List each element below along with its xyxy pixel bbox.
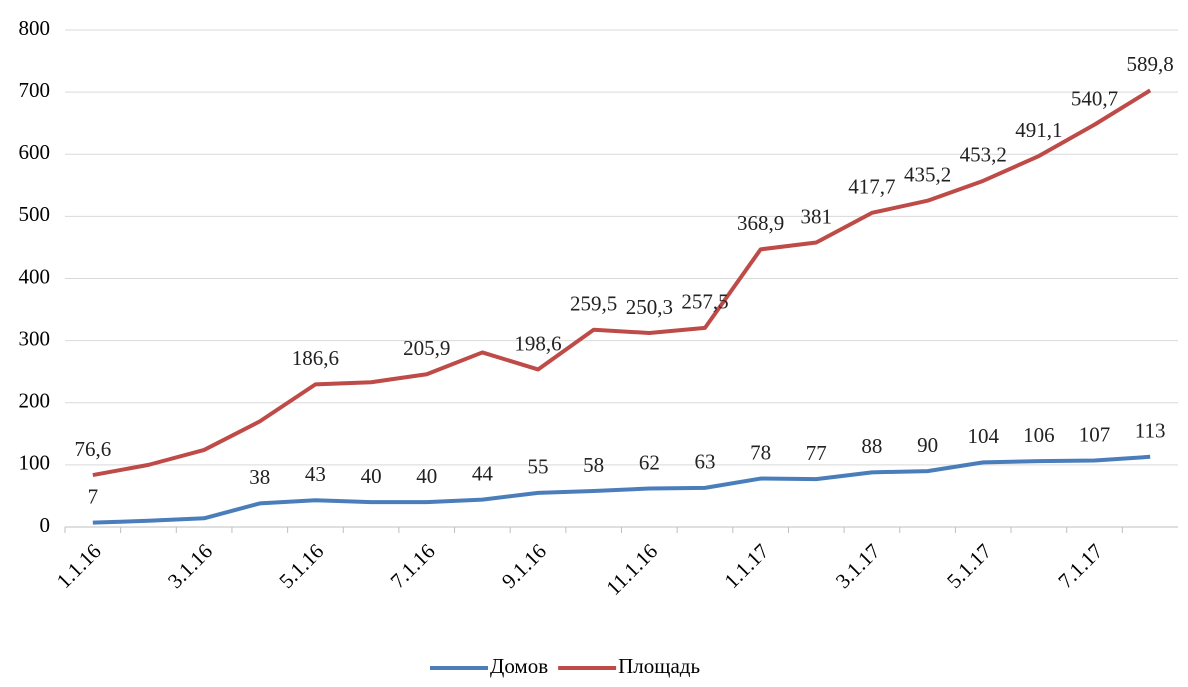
data-label: 78	[750, 440, 771, 464]
y-tick-label: 800	[19, 16, 51, 40]
y-tick-label: 600	[19, 140, 51, 164]
data-label: 435,2	[904, 163, 951, 187]
data-label: 43	[305, 462, 326, 486]
x-tick-label: 9.1.16	[497, 539, 551, 593]
data-label: 106	[1023, 423, 1055, 447]
y-tick-label: 500	[19, 202, 51, 226]
data-label: 55	[528, 455, 549, 479]
data-label: 77	[806, 441, 827, 465]
data-label: 589,8	[1127, 52, 1174, 76]
x-tick-label: 3.1.16	[163, 539, 217, 593]
data-label: 90	[917, 433, 938, 457]
x-tick-label: 7.1.17	[1053, 539, 1107, 593]
x-tick-label: 5.1.16	[274, 539, 328, 593]
data-label: 417,7	[848, 175, 895, 199]
data-label: 44	[472, 461, 494, 485]
data-label: 250,3	[626, 295, 673, 319]
y-tick-label: 300	[19, 326, 51, 350]
x-tick-label: 7.1.16	[386, 539, 440, 593]
y-tick-label: 0	[40, 513, 51, 537]
x-tick-label: 11.1.16	[601, 539, 662, 600]
y-tick-label: 200	[19, 389, 51, 413]
data-label: 104	[967, 424, 999, 448]
data-label: 205,9	[403, 336, 450, 360]
data-label: 63	[694, 450, 715, 474]
y-tick-label: 400	[19, 264, 51, 288]
data-label: 7	[88, 484, 99, 508]
data-label: 76,6	[74, 437, 111, 461]
data-label: 113	[1135, 419, 1166, 443]
data-label: 186,6	[292, 346, 339, 370]
x-tick-label: 5.1.17	[942, 539, 996, 593]
data-label: 381	[801, 204, 833, 228]
series-line	[92, 454, 1151, 525]
y-tick-label: 700	[19, 78, 51, 102]
data-label: 368,9	[737, 211, 784, 235]
data-label: 40	[416, 464, 437, 488]
x-tick-label: 1.1.16	[52, 539, 106, 593]
legend-label: Площадь	[618, 654, 700, 678]
data-label: 58	[583, 453, 604, 477]
data-label: 62	[639, 450, 660, 474]
data-label: 453,2	[960, 143, 1007, 167]
data-label: 198,6	[514, 331, 561, 355]
series-line	[92, 88, 1152, 478]
data-label: 107	[1079, 422, 1111, 446]
data-label: 40	[361, 464, 382, 488]
data-label: 491,1	[1015, 118, 1062, 142]
x-tick-label: 1.1.17	[719, 539, 773, 593]
data-label: 257,5	[681, 290, 728, 314]
x-tick-label: 3.1.17	[831, 539, 885, 593]
y-tick-label: 100	[19, 451, 51, 475]
data-label: 38	[249, 465, 270, 489]
data-label: 540,7	[1071, 86, 1118, 110]
data-label: 88	[861, 434, 882, 458]
legend-label: Домов	[490, 654, 548, 678]
data-label: 259,5	[570, 292, 617, 316]
